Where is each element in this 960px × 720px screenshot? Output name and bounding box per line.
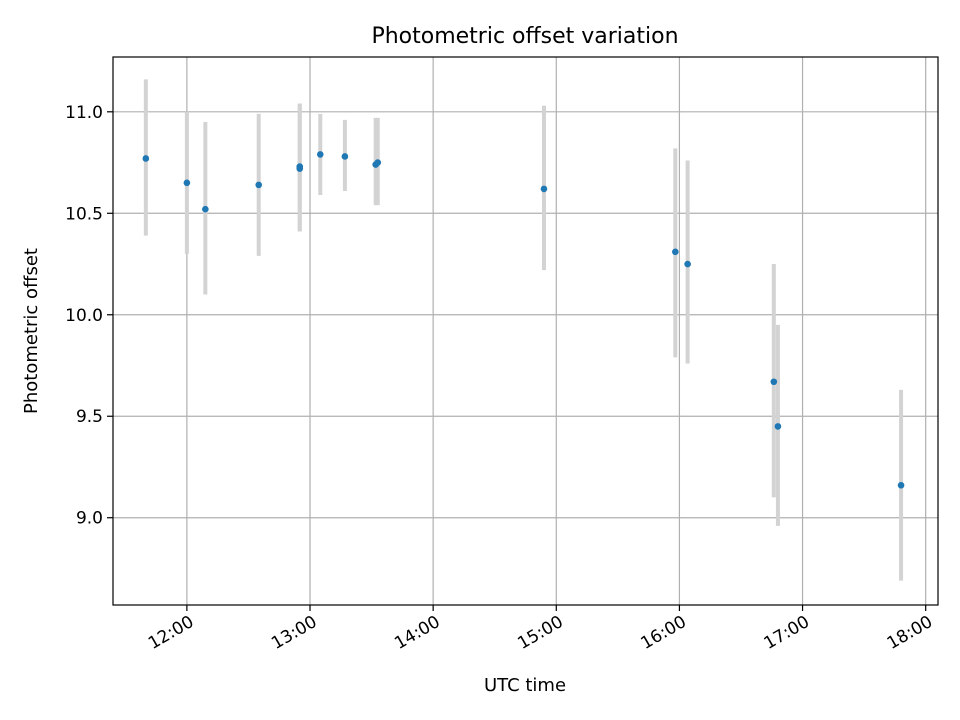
data-point (774, 423, 782, 430)
data-point (770, 378, 778, 386)
data-point (897, 481, 905, 489)
chart-title: Photometric offset variation (371, 24, 678, 49)
y-tick-label: 9.5 (76, 407, 103, 427)
y-tick-label: 9.0 (76, 509, 103, 529)
data-point (684, 260, 691, 268)
axes-frame (112, 56, 939, 606)
grid-lines (113, 57, 938, 605)
x-tick-label: 13:00 (268, 612, 320, 654)
data-point (672, 248, 679, 256)
x-tick-label: 15:00 (514, 612, 566, 654)
data-point (183, 179, 191, 187)
data-point (142, 155, 150, 162)
x-tick-label: 17:00 (761, 612, 813, 654)
data-point (202, 205, 209, 213)
y-tick-label: 11.0 (65, 103, 103, 123)
y-tick-label: 10.0 (65, 306, 103, 326)
axis-ticks: 12:00 13:00 14:00 15:00 16:00 17:00 18:00 9.0 9.… (65, 103, 936, 654)
error-bars (143, 79, 904, 581)
y-tick-label: 10.5 (65, 204, 103, 224)
x-tick-label: 16:00 (637, 612, 689, 654)
y-axis-label: Photometric offset (21, 248, 42, 414)
x-tick-label: 14:00 (391, 612, 443, 654)
data-point (296, 165, 304, 172)
x-tick-label: 18:00 (884, 612, 936, 654)
x-axis-label: UTC time (484, 675, 566, 696)
data-point (341, 153, 349, 160)
data-points (142, 151, 905, 489)
data-point (316, 151, 324, 158)
data-point (374, 159, 382, 166)
data-point (540, 185, 548, 193)
x-tick-label: 12:00 (145, 612, 197, 654)
data-point (255, 181, 263, 189)
